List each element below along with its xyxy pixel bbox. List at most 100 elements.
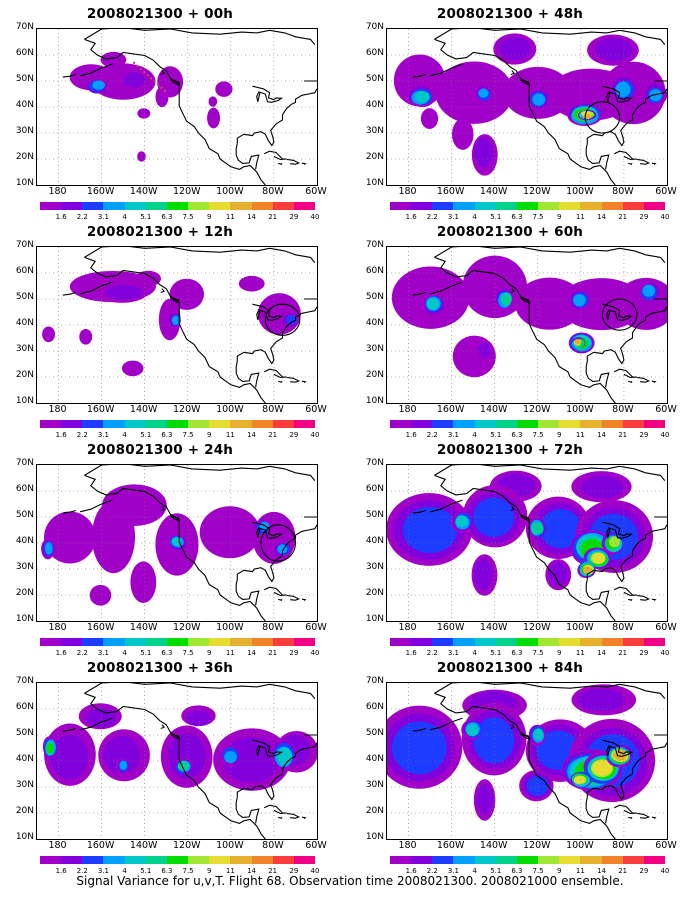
coastline bbox=[520, 733, 531, 740]
coastline bbox=[84, 465, 316, 481]
colorbar-swatch bbox=[103, 638, 125, 646]
contour-blob bbox=[435, 61, 514, 124]
latitude-tick-label: 60N bbox=[15, 702, 34, 712]
longitude-tick-label: 160W bbox=[86, 186, 115, 197]
variance-field bbox=[387, 465, 667, 621]
variance-field bbox=[387, 29, 667, 185]
contour-blob bbox=[540, 508, 581, 549]
longitude-tick-label: 180 bbox=[398, 404, 417, 415]
colorbar-label: 3.1 bbox=[447, 213, 460, 221]
colorbar-label: 21 bbox=[618, 649, 628, 657]
panel-title: 2008021300 + 36h bbox=[86, 660, 234, 676]
longitude-tick-label: 100W bbox=[216, 186, 244, 197]
longitude-tick-label: 140W bbox=[129, 622, 158, 633]
latitude-tick-label: 10N bbox=[365, 178, 384, 188]
colorbar bbox=[40, 420, 316, 428]
colorbar-label: 14 bbox=[247, 867, 256, 875]
colorbar bbox=[390, 638, 666, 646]
colorbar-swatch bbox=[474, 202, 496, 210]
coastline bbox=[62, 509, 76, 514]
colorbar-swatch bbox=[124, 638, 146, 646]
colorbar-label: 6.3 bbox=[511, 867, 523, 875]
colorbar-label: 14 bbox=[247, 213, 256, 221]
colorbar-swatch bbox=[209, 420, 231, 428]
colorbar-label: 5.1 bbox=[490, 213, 502, 221]
latitude-tick-label: 70N bbox=[365, 22, 384, 32]
colorbar-label: 1.6 bbox=[405, 213, 417, 221]
colorbar-swatch bbox=[103, 420, 125, 428]
longitude-tick-label: 100W bbox=[566, 186, 594, 197]
colorbar-label: 9 bbox=[556, 213, 562, 221]
contour-blob bbox=[415, 91, 430, 103]
colorbar-label: 1.6 bbox=[55, 431, 67, 439]
latitude-tick-label: 50N bbox=[365, 74, 384, 84]
colorbar-swatch bbox=[580, 856, 602, 864]
contour-blob bbox=[466, 724, 479, 737]
coastline bbox=[252, 303, 284, 321]
colorbar-label: 2.2 bbox=[76, 213, 88, 221]
coastline bbox=[520, 79, 531, 86]
colorbar-swatch bbox=[103, 202, 125, 210]
contour-blob bbox=[105, 284, 143, 300]
colorbar-swatch bbox=[516, 202, 539, 210]
latitude-tick-label: 20N bbox=[15, 370, 34, 380]
latitude-tick-label: 50N bbox=[365, 728, 384, 738]
colorbar-label: 7.5 bbox=[182, 213, 194, 221]
colorbar-swatch bbox=[124, 420, 146, 428]
longitude-tick-label: 120W bbox=[523, 404, 551, 415]
longitude-tick-label: 80W bbox=[612, 404, 634, 415]
coastline bbox=[84, 29, 316, 45]
colorbar-swatch bbox=[145, 856, 167, 864]
latitude-tick-label: 50N bbox=[365, 292, 384, 302]
map-panel: 2008021300 + 00h 70N 60N 50N 40N 30N 20N 10N 180… bbox=[0, 6, 340, 221]
map-panel: 2008021300 + 48h 70N 60N 50N 40N 30N 20N 10N 180… bbox=[350, 6, 690, 221]
contour-blob bbox=[595, 38, 633, 61]
coastline bbox=[434, 474, 616, 621]
colorbar-swatch bbox=[145, 420, 167, 428]
contour-blob bbox=[532, 93, 546, 106]
coastline bbox=[84, 247, 316, 263]
colorbar-swatch bbox=[601, 638, 623, 646]
colorbar-label: 5.1 bbox=[490, 867, 502, 875]
latitude-tick-label: 70N bbox=[365, 676, 384, 686]
contour-blob bbox=[592, 552, 606, 564]
contour-blob bbox=[420, 108, 439, 129]
latitude-tick-label: 20N bbox=[365, 588, 384, 598]
colorbar-label: 14 bbox=[597, 213, 606, 221]
colorbar-swatch bbox=[188, 420, 210, 428]
colorbar-label: 9 bbox=[206, 213, 212, 221]
map-plot-area bbox=[386, 464, 668, 622]
colorbar-swatch bbox=[251, 638, 273, 646]
latitude-tick-label: 60N bbox=[365, 702, 384, 712]
colorbar-swatch bbox=[230, 638, 252, 646]
contour-blob bbox=[207, 107, 221, 129]
coastline bbox=[520, 515, 531, 522]
latitude-tick-label: 50N bbox=[365, 510, 384, 520]
colorbar-swatch bbox=[538, 202, 560, 210]
longitude-tick-label: 160W bbox=[436, 622, 465, 633]
coastline bbox=[236, 742, 317, 801]
colorbar-label: 7.5 bbox=[532, 867, 544, 875]
coastline bbox=[301, 380, 307, 383]
coastline bbox=[62, 73, 76, 78]
latitude-tick-label: 40N bbox=[15, 100, 34, 110]
target-region-circle bbox=[601, 298, 638, 331]
coastline bbox=[602, 739, 634, 757]
coastline bbox=[628, 162, 633, 165]
latitude-tick-label: 30N bbox=[15, 562, 34, 572]
colorbar-swatch bbox=[538, 420, 560, 428]
coastline bbox=[636, 812, 651, 819]
colorbar-label: 1.6 bbox=[55, 867, 67, 875]
latitude-tick-label: 70N bbox=[15, 458, 34, 468]
shaded-contours bbox=[391, 255, 667, 378]
latitude-tick-label: 20N bbox=[15, 806, 34, 816]
coastline bbox=[252, 521, 284, 539]
flight-track-point bbox=[149, 77, 153, 80]
colorbar-label: 5.1 bbox=[140, 213, 152, 221]
coastline bbox=[654, 73, 667, 82]
coastline bbox=[263, 368, 287, 379]
coastline bbox=[654, 509, 667, 518]
contour-blob bbox=[573, 776, 585, 785]
panel-title: 2008021300 + 48h bbox=[436, 6, 584, 22]
coastline bbox=[304, 291, 317, 300]
